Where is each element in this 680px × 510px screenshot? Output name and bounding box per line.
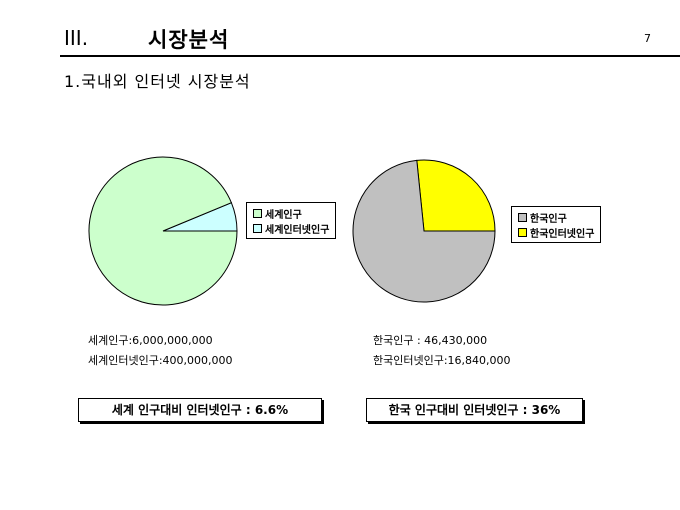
section-title: 시장분석	[148, 28, 230, 52]
page-subtitle: 1.국내외 인터넷 시장분석	[64, 72, 251, 91]
legend-item-world-population: 세계인구	[253, 206, 329, 221]
pie-slice-korea-internet	[416, 159, 496, 232]
legend-item-korea-population: 한국인구	[518, 210, 594, 225]
header-rule	[60, 55, 680, 57]
world-ratio-box: 세계 인구대비 인터넷인구 : 6.6%	[78, 398, 322, 422]
pie-slice-korea-population	[352, 159, 496, 303]
legend-swatch-world-internet	[253, 224, 262, 233]
legend-item-korea-internet: 한국인터넷인구	[518, 225, 594, 240]
page-number: 7	[644, 32, 651, 45]
legend-label-world-population: 세계인구	[265, 210, 302, 221]
pie-slice-world-population	[88, 156, 238, 306]
world-population-pie-chart	[88, 156, 238, 306]
korea-internet-stat: 한국인터넷인구:16,840,000	[373, 354, 511, 367]
legend-item-world-internet: 세계인터넷인구	[253, 221, 329, 236]
korea-population-stat: 한국인구 : 46,430,000	[373, 334, 488, 347]
korea-legend: 한국인구 한국인터넷인구	[511, 206, 602, 243]
world-population-stat: 세계인구:6,000,000,000	[88, 334, 213, 347]
legend-label-korea-population: 한국인구	[530, 214, 567, 225]
section-number: III.	[64, 26, 89, 50]
legend-swatch-world-population	[253, 209, 262, 218]
world-internet-stat: 세계인터넷인구:400,000,000	[88, 354, 233, 367]
legend-swatch-korea-internet	[518, 228, 527, 237]
legend-label-korea-internet: 한국인터넷인구	[530, 229, 595, 240]
korea-ratio-box: 한국 인구대비 인터넷인구 : 36%	[366, 398, 583, 422]
korea-population-pie-chart	[352, 159, 496, 303]
world-legend: 세계인구 세계인터넷인구	[246, 202, 337, 239]
legend-label-world-internet: 세계인터넷인구	[265, 225, 330, 236]
legend-swatch-korea-population	[518, 213, 527, 222]
